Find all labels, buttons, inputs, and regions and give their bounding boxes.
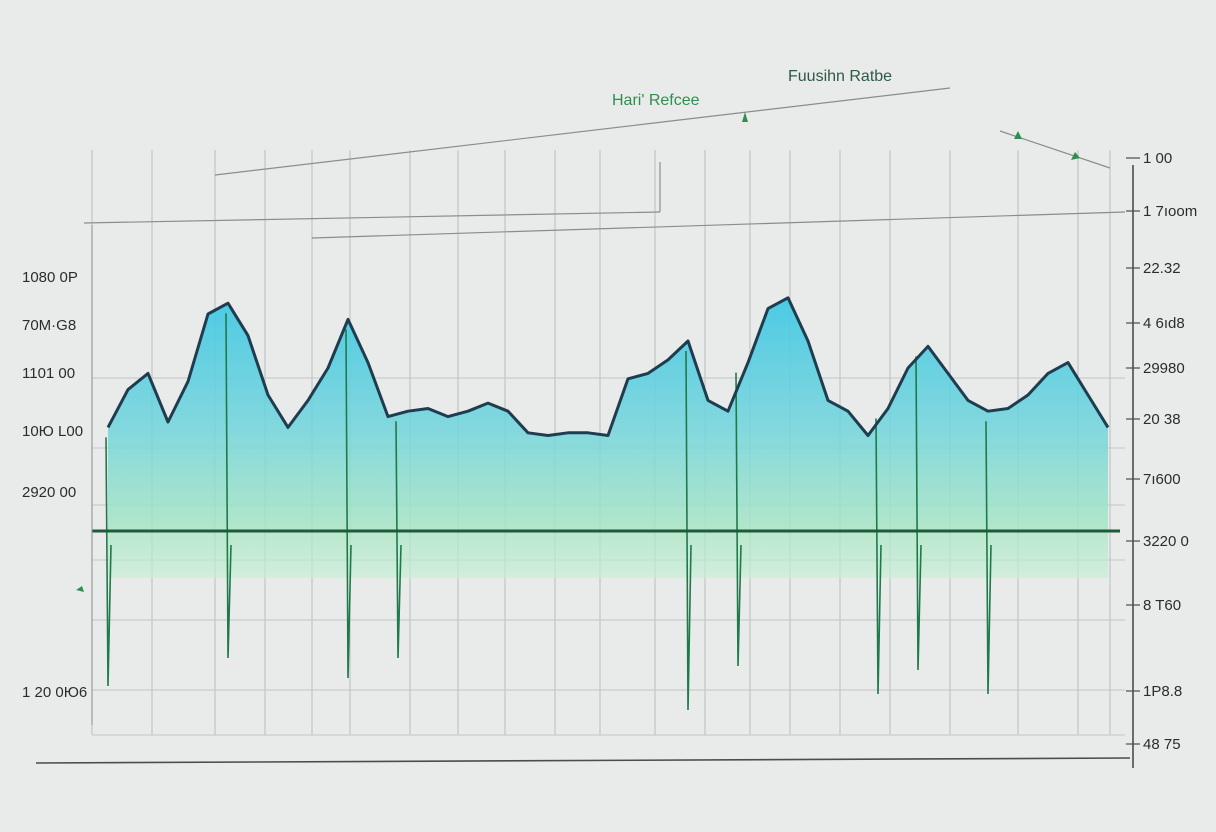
y-tick-label-right: 48 75 xyxy=(1143,736,1181,753)
annotation-label: Hari' Refcee xyxy=(612,92,700,109)
spike-mark xyxy=(985,421,992,695)
y-tick-label-left: 1 20 0Ю6 xyxy=(22,684,87,701)
y-tick-label-left: 70M·G8 xyxy=(22,317,76,334)
annotation-marker xyxy=(742,112,748,122)
y-tick-label-right: 3220 0 xyxy=(1143,533,1189,550)
spike-mark xyxy=(735,372,742,667)
guide-lines xyxy=(83,87,1126,239)
lower-band xyxy=(108,530,1108,578)
y-tick-label-right: 1 7ıoom xyxy=(1143,203,1197,220)
y-tick-label-right: 1P8.8 xyxy=(1143,683,1182,700)
y-tick-label-left: 2920 00 xyxy=(22,484,76,501)
spike-mark xyxy=(345,329,352,679)
spike-mark xyxy=(685,350,692,711)
y-tick-label-right: 8 T60 xyxy=(1143,597,1181,614)
spike-mark xyxy=(395,421,402,659)
x-axis xyxy=(35,757,1131,764)
spike-mark xyxy=(875,418,882,695)
y-axis-right-ticks: 1 00 1 7ıoom 22.32 4 6ıd8 29980 20 38 7ı600 322… xyxy=(1126,150,1197,753)
annotation-marker xyxy=(1014,131,1022,139)
annotation-marker xyxy=(1071,152,1080,160)
y-tick-label-right: 1 00 xyxy=(1143,150,1172,167)
y-tick-label-right: 7ı600 xyxy=(1143,471,1181,488)
spike-mark xyxy=(225,313,232,659)
annotation-label: Fuusihn Ratbe xyxy=(788,68,892,85)
annotation-marker xyxy=(76,586,84,592)
y-tick-label-right: 20 38 xyxy=(1143,411,1181,428)
y-tick-label-right: 22.32 xyxy=(1143,260,1181,277)
y-axis-left-ticks: 1080 0P 70M·G8 1101 00 10Ю L00 2920 00 1 20 0… xyxy=(22,269,87,701)
spike-mark xyxy=(915,356,922,671)
spike-mark xyxy=(105,437,112,687)
y-tick-label-left: 1101 00 xyxy=(22,365,75,382)
y-tick-label-left: 1080 0P xyxy=(22,269,78,286)
annotations: Hari' Refcee Fuusihn Ratbe xyxy=(76,68,1080,592)
y-tick-label-right: 29980 xyxy=(1143,360,1185,377)
area-fill xyxy=(108,297,1108,530)
y-tick-label-left: 10Ю L00 xyxy=(22,423,83,440)
series-line xyxy=(106,296,1110,437)
y-tick-label-right: 4 6ıd8 xyxy=(1143,315,1185,332)
spikes xyxy=(105,313,992,711)
